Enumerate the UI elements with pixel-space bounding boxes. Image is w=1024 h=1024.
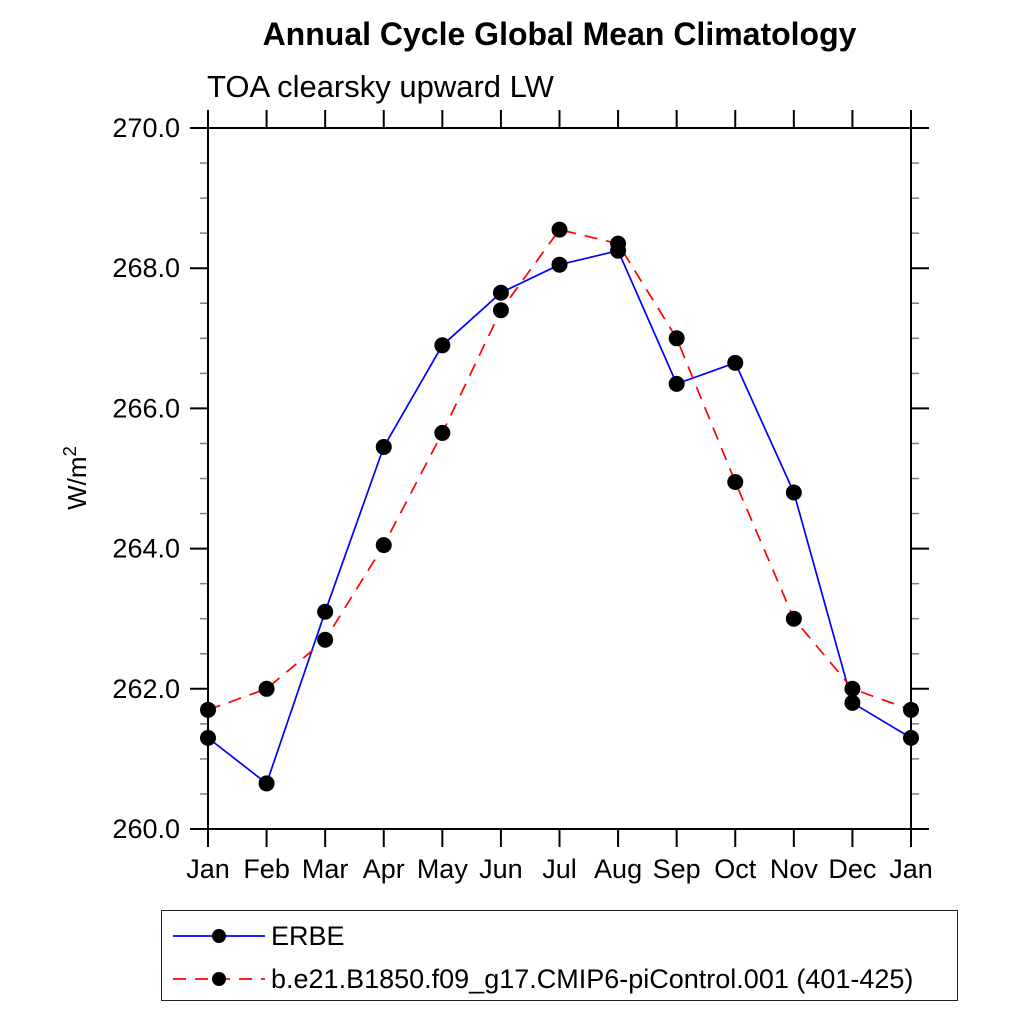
data-point: [551, 221, 568, 238]
data-point: [727, 474, 744, 491]
y-tick-label: 262.0: [112, 674, 180, 704]
legend-line-marker-erbe-icon: [173, 929, 265, 943]
data-point: [375, 438, 392, 455]
legend-item-erbe: ERBE: [169, 918, 345, 954]
x-tick-label: Mar: [302, 854, 349, 884]
data-point: [551, 256, 568, 273]
data-point: [668, 375, 685, 392]
data-point: [375, 537, 392, 554]
x-tick-label: Sep: [653, 854, 701, 884]
x-tick-label: May: [417, 854, 469, 884]
data-point: [200, 701, 216, 718]
data-point: [492, 284, 509, 301]
data-point: [610, 235, 627, 252]
data-point: [844, 694, 861, 711]
x-tick-label: Dec: [828, 854, 876, 884]
data-point: [903, 729, 919, 746]
data-point: [844, 680, 861, 697]
x-tick-label: Jul: [542, 854, 577, 884]
data-point: [200, 729, 216, 746]
data-point: [434, 424, 451, 441]
data-point: [727, 354, 744, 371]
legend-label-model: b.e21.B1850.f09_g17.CMIP6-piControl.001 …: [271, 963, 914, 994]
x-tick-label: Oct: [714, 854, 757, 884]
y-tick-label: 270.0: [112, 113, 180, 143]
x-tick-label: Jan: [889, 854, 933, 884]
series-line-model: [207, 228, 912, 711]
data-point: [785, 484, 802, 501]
axis-ticks: [190, 110, 929, 847]
x-tick-labels: Jan Feb Mar Apr May Jun Jul Aug Sep Oct Nov Dec Jan: [186, 854, 933, 884]
y-tick-label: 266.0: [112, 393, 180, 423]
y-tick-label: 264.0: [112, 534, 180, 564]
data-point: [317, 603, 334, 620]
series-line-erbe: [207, 249, 912, 785]
data-point: [434, 337, 451, 354]
y-tick-label: 268.0: [112, 253, 180, 283]
x-tick-label: Jan: [186, 854, 230, 884]
data-points: [200, 221, 919, 792]
legend-label-erbe: ERBE: [271, 920, 345, 951]
legend-line-marker-model-icon: [173, 972, 265, 986]
data-point: [785, 610, 802, 627]
x-tick-label: Aug: [594, 854, 642, 884]
data-point: [668, 330, 685, 347]
legend: ERBE b.e21.B1850.f09_g17.CMIP6-piControl…: [161, 910, 958, 1001]
data-point: [492, 302, 509, 319]
legend-item-model: b.e21.B1850.f09_g17.CMIP6-piControl.001 …: [169, 961, 913, 997]
x-tick-label: Nov: [770, 854, 819, 884]
data-point: [258, 680, 275, 697]
y-tick-labels: 260.0 262.0 264.0 266.0 268.0 270.0: [112, 113, 180, 844]
x-tick-label: Jun: [479, 854, 523, 884]
plot-frame: [207, 127, 912, 830]
x-tick-label: Feb: [243, 854, 290, 884]
data-point: [903, 701, 919, 718]
chart-subtitle: TOA clearsky upward LW: [207, 69, 554, 104]
data-point: [258, 775, 275, 792]
data-point: [317, 631, 334, 648]
y-tick-label: 260.0: [112, 814, 180, 844]
chart-title: Annual Cycle Global Mean Climatology: [262, 16, 857, 52]
x-tick-label: Apr: [363, 854, 405, 884]
